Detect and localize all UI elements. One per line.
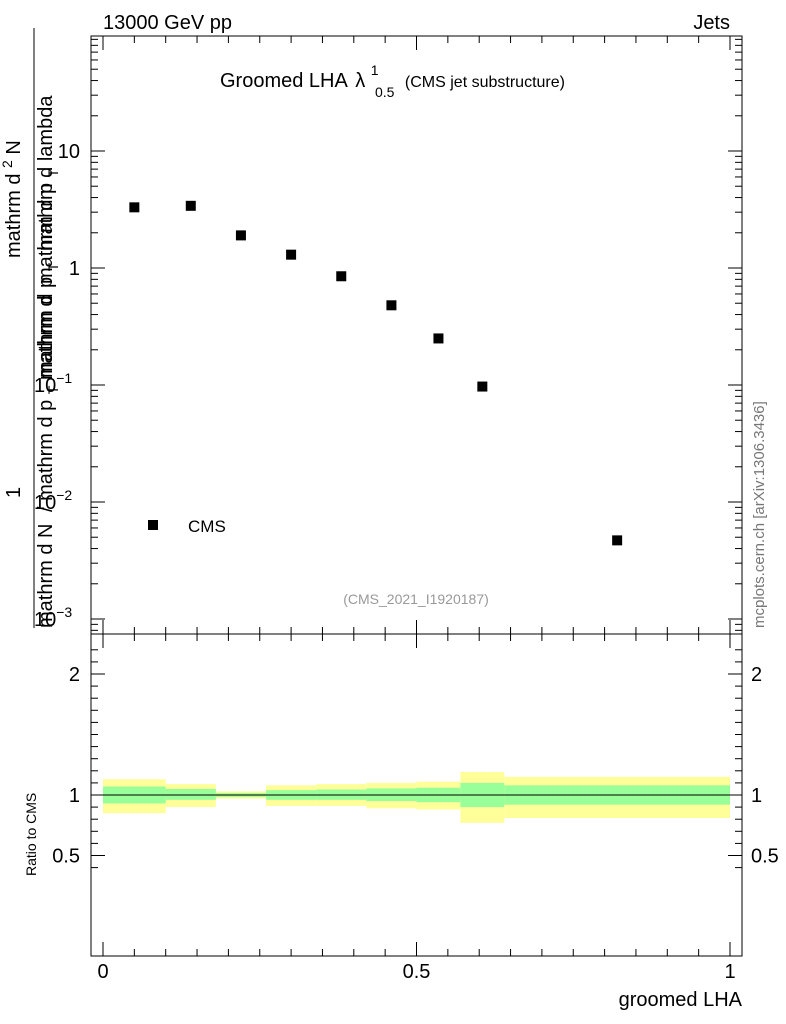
plot-title-sub: (CMS jet substructure) <box>405 74 565 91</box>
plot-title-main: Groomed LHA <box>220 70 348 92</box>
data-point <box>612 535 623 546</box>
main-y-tick-label: 10−3 <box>34 604 72 631</box>
y-label-upper-rest: N <box>3 140 25 154</box>
ratio-band-inner <box>165 788 216 800</box>
y-label-upper: mathrm d 2 N <box>0 140 25 258</box>
y-label-lower-c-sub: T <box>45 262 61 271</box>
legend-label: CMS <box>188 517 226 536</box>
ratio-x-tick-label: 0.5 <box>403 961 431 983</box>
ratio-y-tick-label-right: 1 <box>751 785 762 807</box>
main-plot-frame <box>90 35 743 635</box>
ratio-x-tick-label: 1 <box>724 961 735 983</box>
data-point <box>286 249 297 260</box>
plot-title-lambda: λ <box>355 70 365 92</box>
y-label-second-b-sub: T <box>45 168 61 177</box>
main-y-tick-label: 10−2 <box>34 487 72 514</box>
x-axis-label: groomed LHA <box>619 989 743 1011</box>
y-label-numerator: 1 <box>3 487 25 498</box>
y-label-upper-a: mathrm d <box>3 174 25 258</box>
y-label-lower-c: mathrm d p <box>35 277 57 378</box>
data-point <box>129 202 140 213</box>
side-label: mcplots.cern.ch [arXiv:1306.3436] <box>751 401 768 628</box>
ratio-bands <box>103 772 730 823</box>
ratio-y-tick-label-left: 1 <box>69 785 80 807</box>
y-label-upper-sup: 2 <box>0 160 15 168</box>
y-label-denominator: mathrm d N / mathrm d p T mathrm d mathr… <box>35 168 63 628</box>
data-markers <box>129 200 623 546</box>
y-label-denominator-sub: T <box>45 385 61 394</box>
data-point <box>185 200 196 211</box>
ratio-y-tick-label-right: 0.5 <box>751 846 779 868</box>
data-point <box>235 230 246 241</box>
header-left: 13000 GeV pp <box>103 12 232 34</box>
analysis-id: (CMS_2021_I1920187) <box>343 591 489 607</box>
data-point <box>477 381 488 392</box>
plot-title-lambda-sub: 0.5 <box>375 84 395 100</box>
ratio-y-label: Ratio to CMS <box>23 793 39 876</box>
ratio-y-tick-label-left: 2 <box>69 664 80 686</box>
y-label-denominator-prefix: mathrm d N <box>35 524 57 628</box>
header-right: Jets <box>693 12 730 34</box>
data-point <box>386 300 397 311</box>
y-label-lower-right: mathrm d p T mathrm d lambda <box>35 95 63 378</box>
y-label-second: mathrm d <box>35 296 57 380</box>
main-y-tick-label: 10 <box>58 141 80 163</box>
y-label-denominator-suffix: / mathrm d p <box>35 400 57 512</box>
plot-title: Groomed LHA λ 1 0.5 (CMS jet substructur… <box>220 62 565 101</box>
ratio-x-tick-label: 0 <box>97 961 108 983</box>
main-y-tick-label: 1 <box>69 258 80 280</box>
y-label-lower-d: mathrm d lambda <box>35 95 57 251</box>
y-label-second-b: mathrm d p <box>35 183 57 284</box>
main-y-tick-label: 10−1 <box>34 370 72 397</box>
data-point <box>336 271 347 282</box>
data-point <box>433 333 444 344</box>
main-axis-ticks: 10 1 10−1 10−2 10−3 <box>34 36 742 634</box>
ratio-axis-ticks: 2 2 1 1 0.5 0.5 0 0.5 1 <box>52 634 779 983</box>
plot-title-lambda-sup: 1 <box>371 62 379 78</box>
ratio-y-tick-label-right: 2 <box>751 664 762 686</box>
main-y-label: mathrm d N / mathrm d p T mathrm d mathr… <box>0 28 63 628</box>
legend-marker <box>148 520 158 530</box>
ratio-y-tick-label-left: 0.5 <box>52 846 80 868</box>
